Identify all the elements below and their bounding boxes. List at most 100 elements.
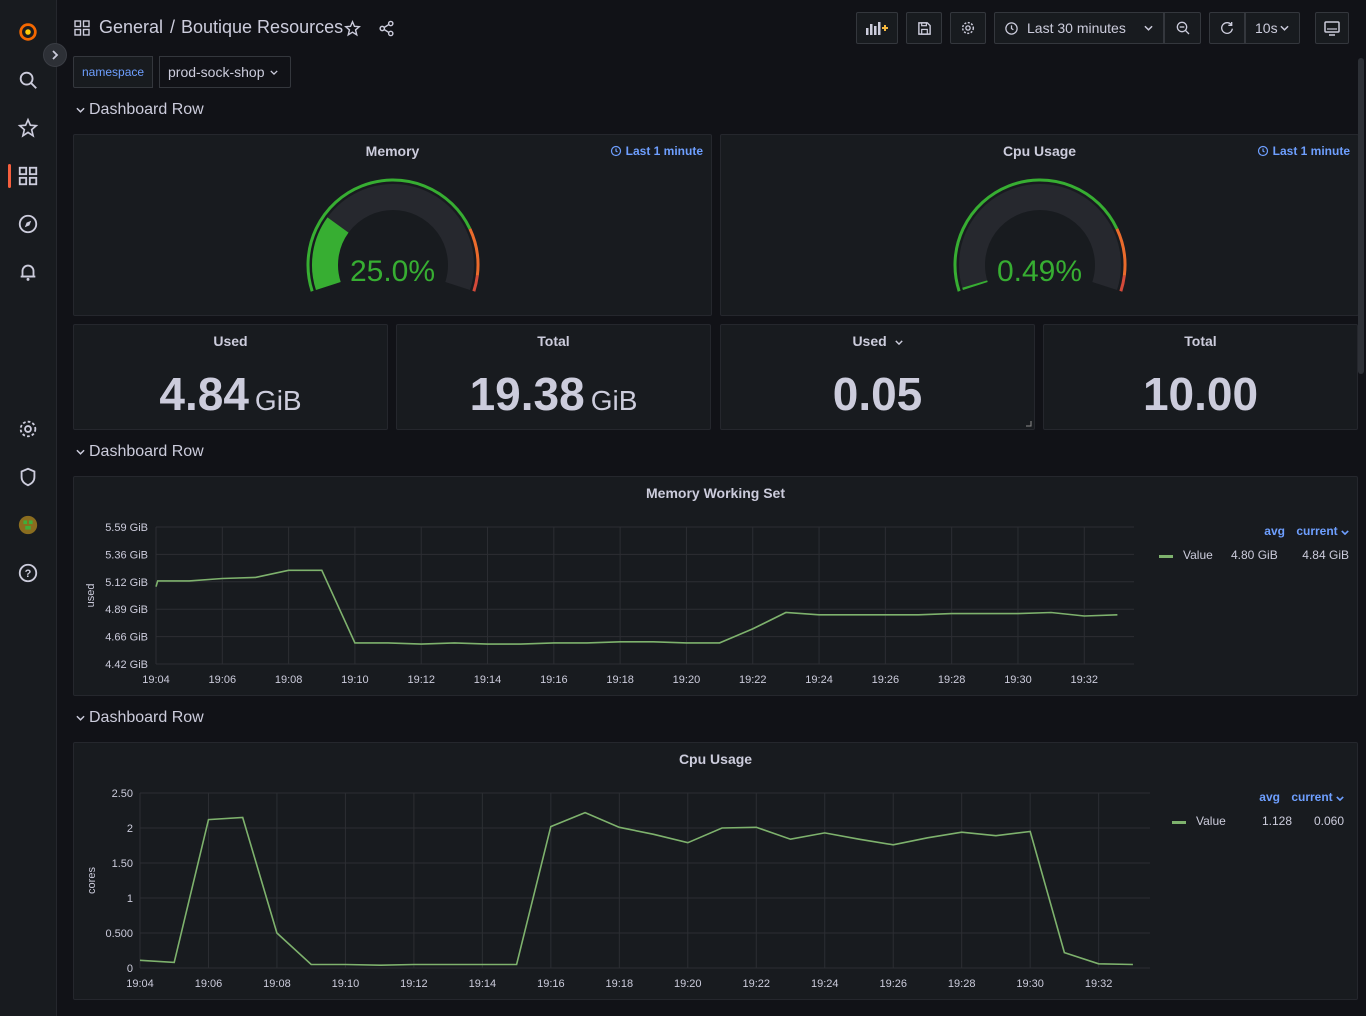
row-title: Dashboard Row bbox=[89, 101, 204, 118]
x-tick-label: 19:18 bbox=[606, 674, 634, 686]
legend-header-current[interactable]: current bbox=[1291, 790, 1333, 804]
legend-series-name: Value bbox=[1196, 814, 1226, 828]
stat-value: 10.00 bbox=[1044, 367, 1357, 421]
x-tick-label: 19:32 bbox=[1085, 978, 1113, 990]
chevron-down-icon bbox=[270, 70, 278, 75]
y-tick-label: 1 bbox=[127, 893, 133, 905]
memory-working-set-chart: 4.42 GiB 4.66 GiB 4.89 GiB 5.12 GiB 5.36 GiB… bbox=[85, 522, 1134, 686]
x-tick-label: 19:12 bbox=[400, 978, 428, 990]
y-tick-label: 4.89 GiB bbox=[105, 604, 148, 616]
chevron-down-icon bbox=[1144, 25, 1153, 31]
x-tick-label: 19:26 bbox=[879, 978, 907, 990]
panel-title: Used bbox=[213, 333, 248, 349]
gauge-value-arc bbox=[312, 217, 349, 291]
refresh-button[interactable] bbox=[1209, 12, 1245, 44]
explore-compass-icon[interactable] bbox=[14, 210, 42, 238]
time-range-label: Last 30 minutes bbox=[1027, 20, 1126, 36]
favorite-star-icon[interactable] bbox=[344, 20, 361, 37]
legend-header-current[interactable]: current bbox=[1296, 524, 1338, 538]
legend-series-row[interactable]: Value 1.128 0.060 bbox=[1172, 814, 1344, 830]
x-tick-label: 19:28 bbox=[948, 978, 976, 990]
panel-title: Cpu Usage bbox=[1002, 143, 1077, 159]
resize-handle-icon[interactable] bbox=[1026, 421, 1032, 427]
x-tick-label: 19:24 bbox=[805, 674, 833, 686]
breadcrumb-dashboard-title[interactable]: Boutique Resources bbox=[181, 17, 344, 37]
monitor-icon bbox=[1324, 20, 1340, 36]
alerting-bell-icon[interactable] bbox=[14, 258, 42, 286]
gauge-threshold-orange bbox=[1115, 228, 1127, 276]
legend-series-color bbox=[1172, 821, 1186, 824]
refresh-icon bbox=[1221, 22, 1233, 34]
legend-series-avg: 1.128 bbox=[1262, 814, 1293, 828]
y-tick-label: 2.50 bbox=[112, 788, 133, 800]
memory-gauge bbox=[306, 178, 480, 292]
panel-time-shift: Last 1 minute bbox=[1257, 144, 1350, 158]
cpu-usage-panel[interactable]: Cpu Usage 0 0.500 1 1.50 2 2.50 19:04 19:06 19:0… bbox=[73, 742, 1358, 1000]
x-tick-label: 19:28 bbox=[938, 674, 966, 686]
dashboard-row-header[interactable]: Dashboard Row bbox=[76, 101, 204, 119]
expand-sidebar-button[interactable] bbox=[43, 43, 67, 67]
legend-header-avg[interactable]: avg bbox=[1259, 790, 1280, 804]
legend-series-current: 4.84 GiB bbox=[1302, 548, 1349, 562]
clock-icon bbox=[1257, 145, 1268, 157]
configuration-gear-icon[interactable] bbox=[14, 415, 42, 443]
namespace-value: prod-sock-shop bbox=[168, 64, 265, 80]
gauge-threshold-green bbox=[306, 178, 472, 292]
x-tick-label: 19:24 bbox=[811, 978, 839, 990]
dashboard-row-header[interactable]: Dashboard Row bbox=[76, 709, 204, 727]
x-tick-label: 19:20 bbox=[673, 674, 701, 686]
x-tick-label: 19:06 bbox=[195, 978, 223, 990]
share-icon[interactable] bbox=[378, 20, 395, 37]
x-tick-label: 19:06 bbox=[209, 674, 237, 686]
x-tick-label: 19:16 bbox=[540, 674, 568, 686]
x-tick-label: 19:30 bbox=[1004, 674, 1032, 686]
server-admin-shield-icon[interactable] bbox=[14, 463, 42, 491]
memory-working-set-panel[interactable]: Memory Working Set 4.42 GiB 4.66 GiB 4.89 … bbox=[73, 476, 1358, 696]
dashboard-row-header[interactable]: Dashboard Row bbox=[76, 443, 204, 461]
top-navbar: General / Boutique Resources Last 30 min… bbox=[57, 0, 1366, 56]
memory-total-stat-panel[interactable]: Total 19.38 GiB bbox=[396, 324, 711, 430]
series-line-value[interactable] bbox=[155, 569, 1118, 645]
namespace-select[interactable]: prod-sock-shop bbox=[159, 56, 291, 88]
cpu-used-stat-panel[interactable]: Used 0.05 bbox=[720, 324, 1035, 430]
gauge-threshold-orange bbox=[468, 228, 480, 276]
search-icon[interactable] bbox=[14, 66, 42, 94]
clock-icon bbox=[1005, 21, 1018, 35]
memory-gauge-panel[interactable]: Memory Last 1 minute 25.0% bbox=[73, 134, 712, 316]
series-line-value[interactable] bbox=[139, 811, 1133, 967]
memory-used-stat-panel[interactable]: Used 4.84 GiB bbox=[73, 324, 388, 430]
y-tick-label: 2 bbox=[127, 823, 133, 835]
stat-number: 4.84 bbox=[159, 368, 249, 420]
y-tick-label: 4.66 GiB bbox=[105, 632, 148, 644]
add-panel-button[interactable] bbox=[856, 12, 898, 44]
star-icon[interactable] bbox=[14, 114, 42, 142]
x-tick-label: 19:10 bbox=[341, 674, 369, 686]
y-axis-title: used bbox=[85, 584, 97, 608]
panel-title: Used bbox=[721, 333, 1034, 349]
y-tick-label: 5.36 GiB bbox=[105, 549, 148, 561]
panel-title-text: Used bbox=[852, 333, 887, 349]
x-tick-label: 19:30 bbox=[1016, 978, 1044, 990]
help-icon[interactable]: ? bbox=[14, 559, 42, 587]
grafana-logo-icon[interactable] bbox=[14, 18, 42, 46]
cpu-total-stat-panel[interactable]: Total 10.00 bbox=[1043, 324, 1358, 430]
cpu-gauge-panel[interactable]: Cpu Usage Last 1 minute 0.49% bbox=[720, 134, 1359, 316]
legend-series-row[interactable]: Value 4.80 GiB 4.84 GiB bbox=[1159, 548, 1349, 564]
save-dashboard-button[interactable] bbox=[906, 12, 942, 44]
legend-headers: avg current bbox=[1244, 790, 1344, 804]
user-avatar[interactable] bbox=[14, 511, 42, 539]
dashboards-icon[interactable] bbox=[14, 162, 42, 190]
chevron-down-icon[interactable] bbox=[894, 340, 903, 345]
breadcrumb-separator: / bbox=[170, 17, 176, 37]
stat-value: 19.38 GiB bbox=[397, 367, 710, 421]
breadcrumb-folder[interactable]: General bbox=[99, 17, 164, 37]
zoom-out-button[interactable] bbox=[1164, 12, 1201, 44]
dashboard-settings-button[interactable] bbox=[950, 12, 986, 44]
tv-mode-button[interactable] bbox=[1315, 12, 1349, 44]
save-icon bbox=[917, 21, 931, 35]
refresh-interval-picker[interactable]: 10s bbox=[1245, 12, 1300, 44]
page-scrollbar[interactable] bbox=[1358, 58, 1364, 374]
x-tick-label: 19:10 bbox=[332, 978, 360, 990]
time-range-picker[interactable]: Last 30 minutes bbox=[994, 12, 1164, 44]
legend-header-avg[interactable]: avg bbox=[1264, 524, 1285, 538]
